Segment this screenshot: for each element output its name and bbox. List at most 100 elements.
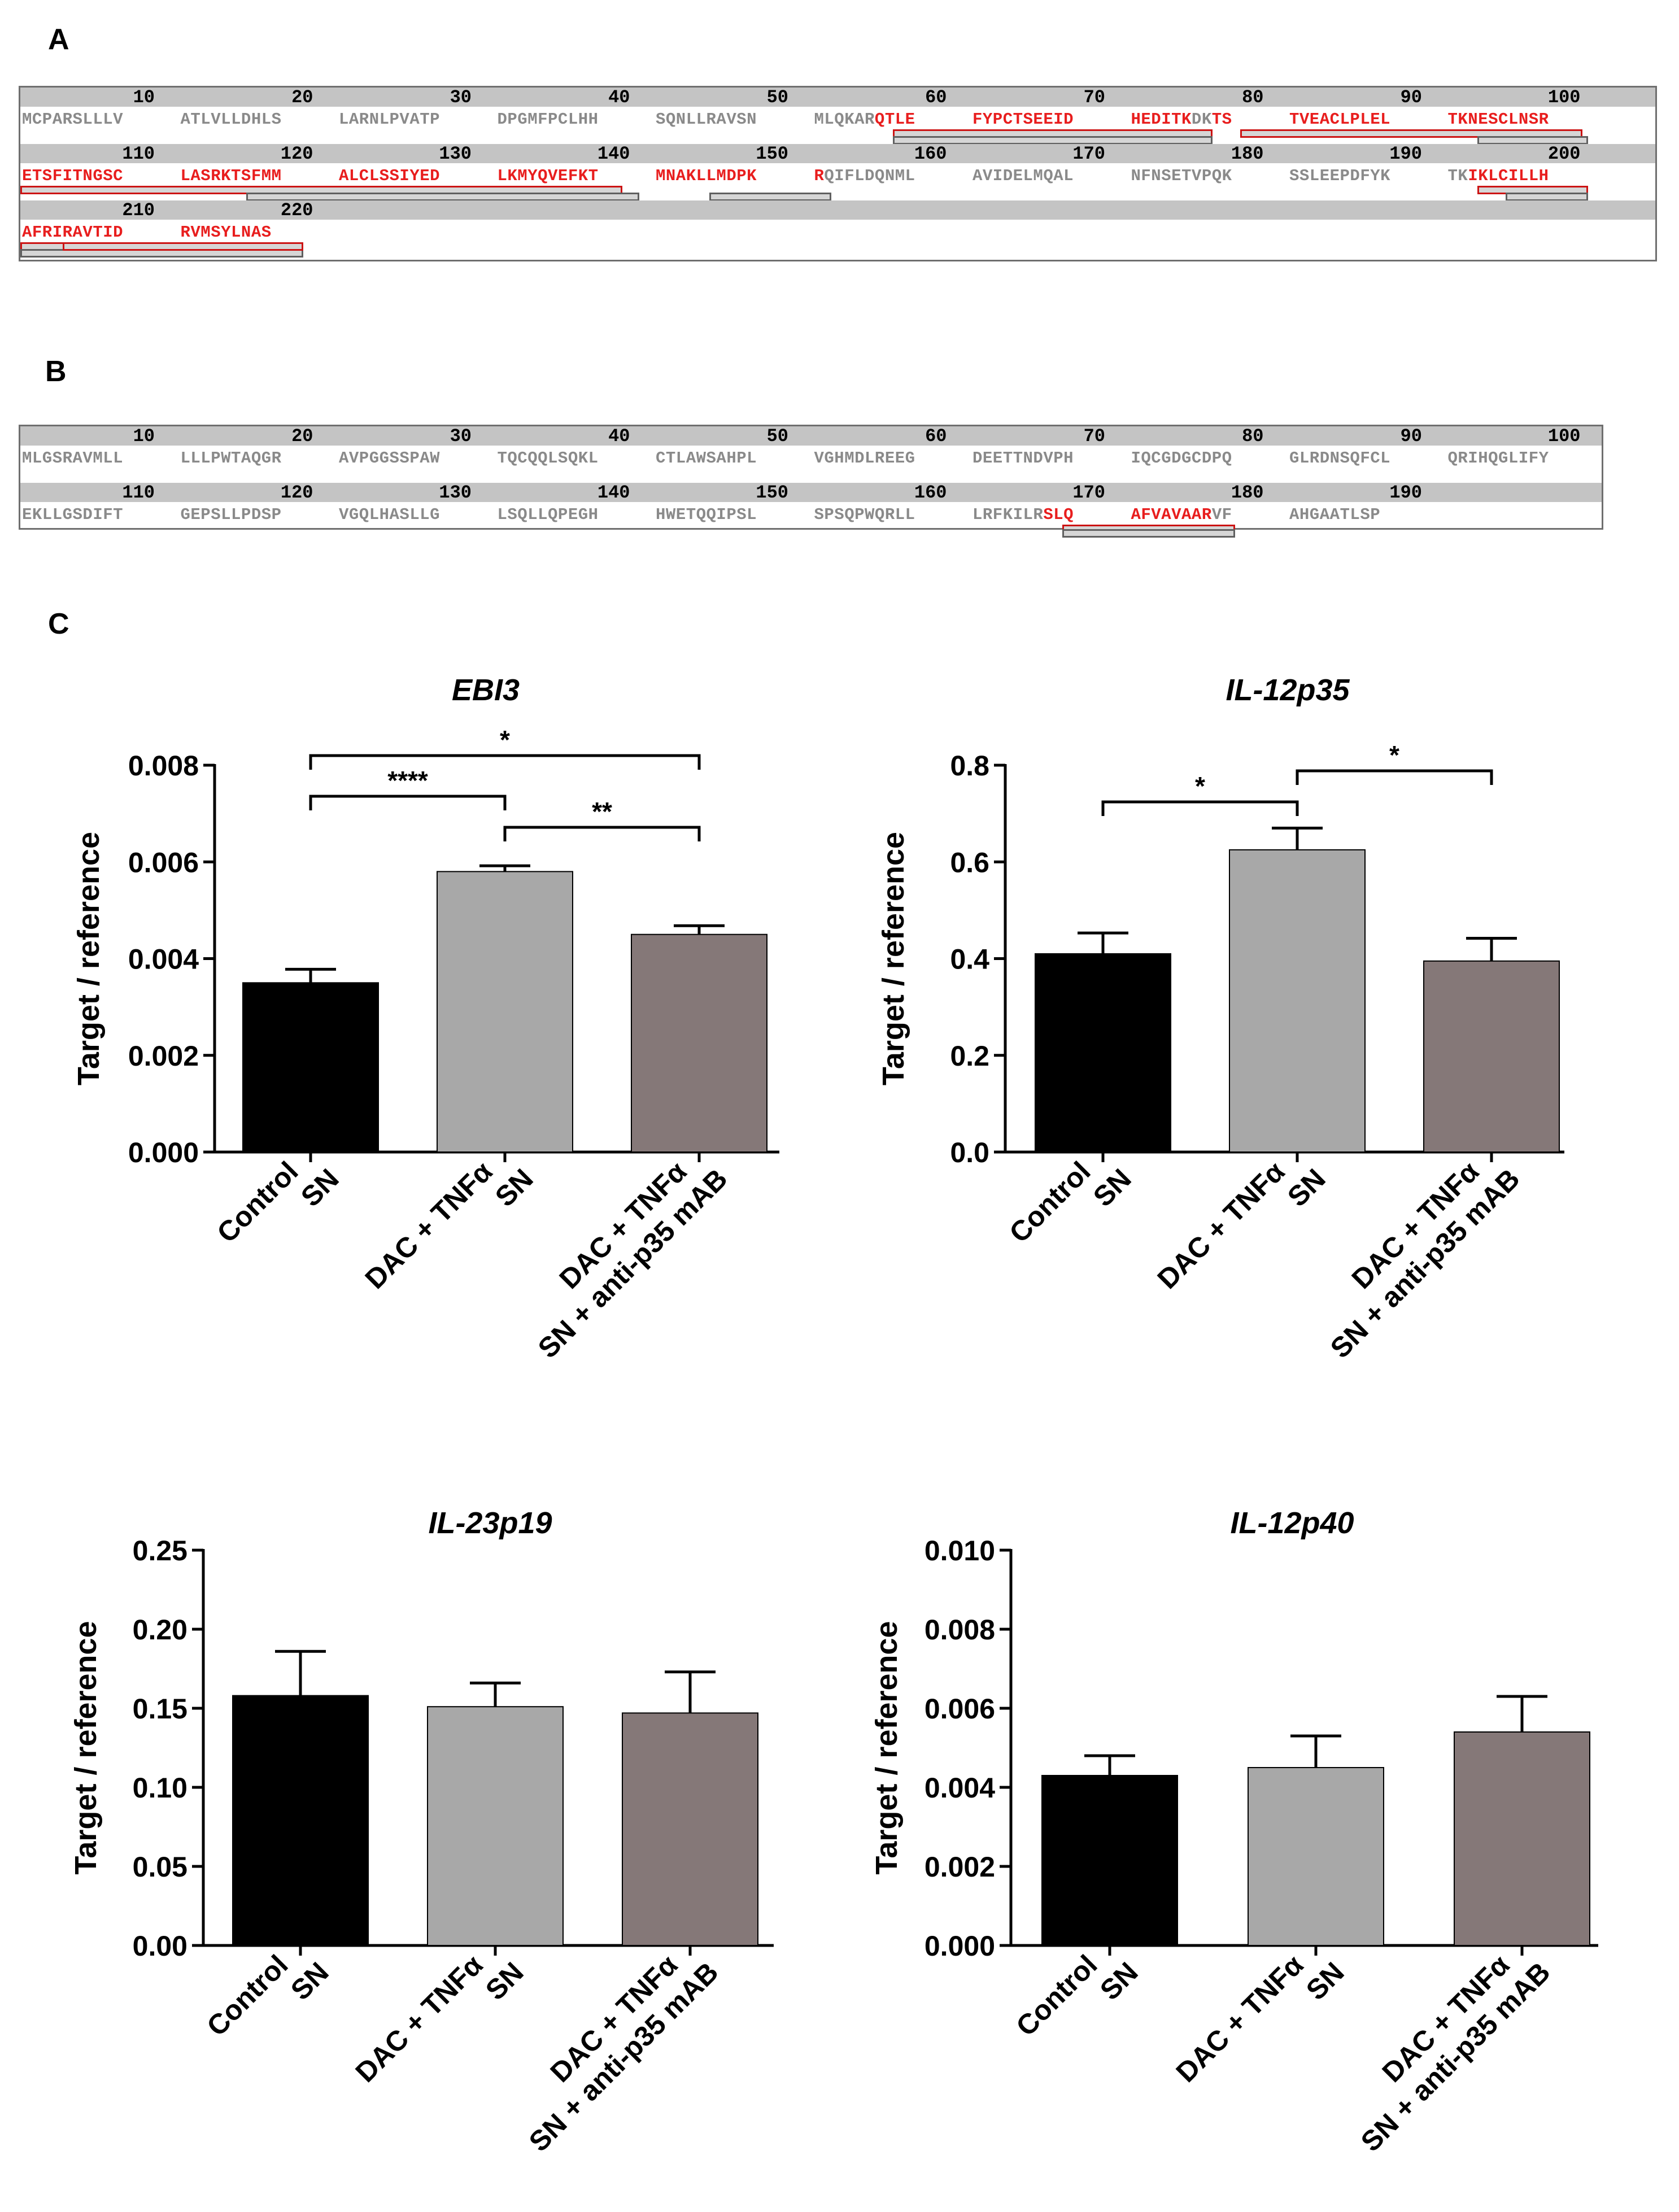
residue-number: 10 bbox=[133, 87, 155, 108]
matched-peptide: R bbox=[814, 167, 825, 185]
x-tick-label: Control bbox=[211, 1155, 304, 1249]
y-tick-label: 0.002 bbox=[924, 1851, 995, 1883]
unmatched-residues: DEETTNDVPH bbox=[972, 449, 1074, 468]
y-tick-label: 0.008 bbox=[924, 1614, 995, 1646]
y-tick-label: 0.20 bbox=[133, 1614, 187, 1646]
matched-peptide: RVMSYLNAS bbox=[180, 223, 272, 242]
peptide-coverage-bar bbox=[246, 193, 639, 201]
unmatched-residues: NFNSETVPQK bbox=[1131, 167, 1232, 185]
chart-title: IL-12p35 bbox=[1226, 673, 1350, 707]
residue-line: EKLLGSDIFT GEPSLLPDSP VGQLHASLLG LSQLLQPEGH… bbox=[20, 502, 1602, 538]
chart-il-12p35: IL-12p35 Target / reference 0.0 0.2 0.4 0.6 0.… bbox=[876, 673, 1564, 1364]
unmatched-residues: GEPSLLPDSP bbox=[180, 505, 282, 524]
peptide-coverage-bar bbox=[1062, 529, 1235, 538]
unmatched-residues: QIFLDQNML bbox=[824, 167, 915, 185]
panel-label-a: A bbox=[48, 23, 69, 56]
bar bbox=[631, 933, 767, 1153]
residue-number: 40 bbox=[608, 87, 630, 108]
residue-block: QRIHQGLIFY bbox=[1448, 449, 1549, 468]
unmatched-residues: GLRDNSQFCL bbox=[1289, 449, 1391, 468]
residue-number: 180 bbox=[1231, 482, 1264, 503]
residue-number: 50 bbox=[766, 87, 788, 108]
bar bbox=[242, 982, 379, 1153]
sequence-b-row: 10 20 30 40 50 60 70 80 90 100 MLGSRAVMLL LLLPWTAQG… bbox=[20, 426, 1602, 478]
residue-number: 190 bbox=[1389, 482, 1422, 503]
sequence-b-row: 110 120 130 140 150 160 170 180 190 EKLLGSDIFT GEP… bbox=[20, 482, 1602, 538]
chart-il-12p40: IL-12p40 Target / reference 0.000 0.002 0.00… bbox=[870, 1506, 1598, 2158]
residue-number: 150 bbox=[756, 143, 788, 164]
bar bbox=[1035, 953, 1171, 1153]
y-axis-label: Target / reference bbox=[72, 832, 106, 1085]
x-tick-label: SN bbox=[489, 1163, 539, 1213]
unmatched-residues: EKLLGSDIFT bbox=[22, 505, 124, 524]
x-tick-label: SN bbox=[1281, 1163, 1332, 1213]
x-tick-label: DAC + TNFα bbox=[350, 1949, 489, 2088]
residue-block: ETSFITNGSC bbox=[22, 167, 123, 185]
y-tick-label: 0.0 bbox=[950, 1137, 989, 1168]
y-tick-label: 0.000 bbox=[924, 1930, 995, 1962]
peptide-coverage-bar bbox=[1477, 136, 1588, 145]
unmatched-residues: LSQLLQPEGH bbox=[497, 505, 599, 524]
residue-block: HWETQQIPSL bbox=[656, 505, 757, 524]
significance-label: * bbox=[500, 725, 510, 754]
residue-block: RQIFLDQNML bbox=[814, 167, 915, 185]
y-tick-label: 0.2 bbox=[950, 1040, 989, 1072]
unmatched-residues: VF bbox=[1211, 505, 1232, 524]
unmatched-residues: HWETQQIPSL bbox=[656, 505, 757, 524]
residue-block: DPGMFPCLHH bbox=[498, 110, 599, 129]
y-axis-label: Target / reference bbox=[870, 1621, 904, 1874]
matched-peptide: TKNESCLNSR bbox=[1447, 110, 1549, 129]
matched-peptide: AFVAVAAR bbox=[1131, 505, 1212, 524]
peptide-coverage-bar bbox=[893, 136, 1213, 145]
residue-block: FYPCTSEEID bbox=[972, 110, 1074, 129]
x-tick-label: DAC + TNFα bbox=[1152, 1155, 1291, 1295]
residue-number-bar: 110 120 130 140 150 160 170 180 190 200 bbox=[20, 143, 1655, 164]
unmatched-residues: AVPGGSSPAW bbox=[339, 449, 441, 468]
unmatched-residues: CTLAWSAHPL bbox=[656, 449, 757, 468]
bar bbox=[622, 1712, 758, 1946]
residue-number: 30 bbox=[450, 426, 472, 447]
unmatched-residues: MLQKAR bbox=[814, 110, 875, 129]
chart-title: IL-12p40 bbox=[1230, 1506, 1354, 1540]
y-axis-label: Target / reference bbox=[876, 832, 910, 1085]
residue-block: GEPSLLPDSP bbox=[181, 505, 282, 524]
unmatched-residues: MLGSRAVMLL bbox=[22, 449, 124, 468]
matched-peptide: FYPCTSEEID bbox=[972, 110, 1074, 129]
residue-number: 100 bbox=[1547, 426, 1581, 447]
y-tick-label: 0.00 bbox=[133, 1930, 187, 1962]
residue-block: SPSQPWQRLL bbox=[814, 505, 915, 524]
matched-peptide: AFRIRAVTID bbox=[22, 223, 124, 242]
bar bbox=[427, 1706, 564, 1946]
significance-label: ** bbox=[592, 797, 612, 826]
matched-peptide: SLQ bbox=[1043, 505, 1074, 524]
residue-number-bar: 110 120 130 140 150 160 170 180 190 bbox=[20, 482, 1602, 503]
residue-block: AHGAATLSP bbox=[1289, 505, 1380, 524]
residue-number: 10 bbox=[133, 426, 155, 447]
residue-block: LSQLLQPEGH bbox=[498, 505, 599, 524]
residue-line: ETSFITNGSC LASRKTSFMM ALCLSSIYED LKMYQVEFKT… bbox=[20, 163, 1655, 201]
chart-title: IL-23p19 bbox=[428, 1506, 552, 1540]
residue-block: LASRKTSFMM bbox=[181, 167, 282, 185]
sequence-a-box: 10 20 30 40 50 60 70 80 90 100 MCPARSLLLV ATLVLLDHL… bbox=[19, 86, 1657, 261]
bar bbox=[232, 1695, 369, 1947]
x-tick-label: SN bbox=[1300, 1956, 1350, 2006]
x-tick-label: Control bbox=[1003, 1155, 1096, 1249]
residue-block: LRFKILRSLQ bbox=[972, 505, 1074, 524]
significance-label: **** bbox=[387, 766, 428, 795]
residue-number-bar: 10 20 30 40 50 60 70 80 90 100 bbox=[20, 87, 1655, 108]
residue-block: AFRIRAVTID bbox=[22, 223, 123, 242]
residue-number: 130 bbox=[439, 143, 472, 164]
peptide-coverage-bar bbox=[1506, 193, 1588, 201]
residue-block: AFVAVAARVF bbox=[1131, 505, 1232, 524]
residue-block: ALCLSSIYED bbox=[339, 167, 440, 185]
residue-number: 210 bbox=[122, 200, 155, 221]
residue-number: 80 bbox=[1242, 87, 1264, 108]
unmatched-residues: DPGMFPCLHH bbox=[497, 110, 599, 129]
residue-block: MLGSRAVMLL bbox=[22, 449, 123, 468]
sequence-b-box: 10 20 30 40 50 60 70 80 90 100 MLGSRAVMLL LLLPWTAQG… bbox=[19, 425, 1603, 538]
residue-number: 90 bbox=[1400, 426, 1422, 447]
x-tick-label: DAC + TNFα bbox=[359, 1155, 499, 1295]
residue-number: 150 bbox=[756, 482, 788, 503]
